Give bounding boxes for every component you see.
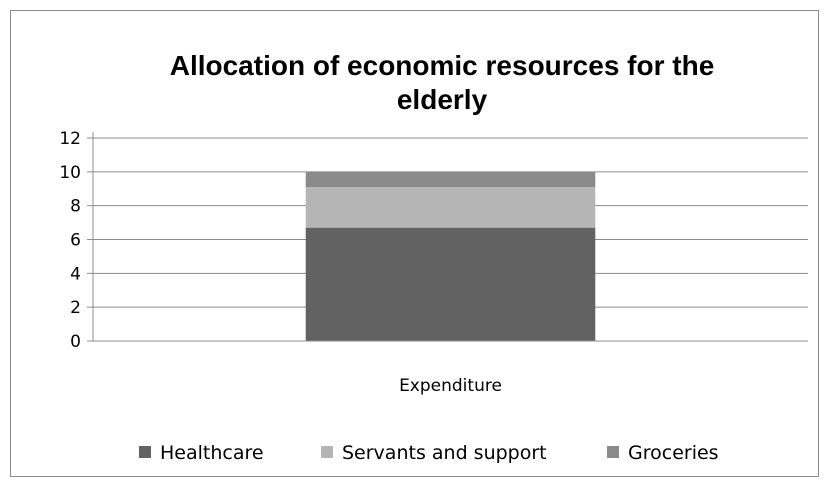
y-tick-label: 4 — [70, 264, 81, 284]
chart-title-line-2: elderly — [397, 84, 488, 115]
y-tick-label: 0 — [70, 332, 81, 352]
legend-label: Healthcare — [160, 442, 264, 464]
chart-title-line-1: Allocation of economic resources for the — [170, 50, 715, 81]
y-tick-label: 10 — [59, 163, 81, 183]
legend-label: Servants and support — [342, 442, 547, 464]
y-tick-label: 6 — [70, 231, 81, 251]
y-tick-label: 12 — [59, 129, 81, 149]
legend-label: Groceries — [628, 442, 719, 464]
bars — [305, 171, 596, 341]
legend-swatch — [139, 446, 151, 458]
x-category-label: Expenditure — [399, 376, 502, 396]
chart-frame: Allocation of economic resources for the… — [10, 10, 819, 477]
chart: Allocation of economic resources for the… — [59, 50, 808, 464]
legend: Healthcare Servants and support Groceries — [139, 442, 719, 464]
bar-segment-groceries — [305, 171, 596, 188]
bar-segment-healthcare — [305, 227, 596, 341]
axes: 0 2 4 6 8 10 12 Expenditure — [59, 129, 808, 396]
y-tick-label: 2 — [70, 298, 81, 318]
legend-swatch — [607, 446, 619, 458]
y-tick-label: 8 — [70, 197, 81, 217]
bar-segment-servants-and-support — [305, 187, 596, 228]
legend-swatch — [321, 446, 333, 458]
